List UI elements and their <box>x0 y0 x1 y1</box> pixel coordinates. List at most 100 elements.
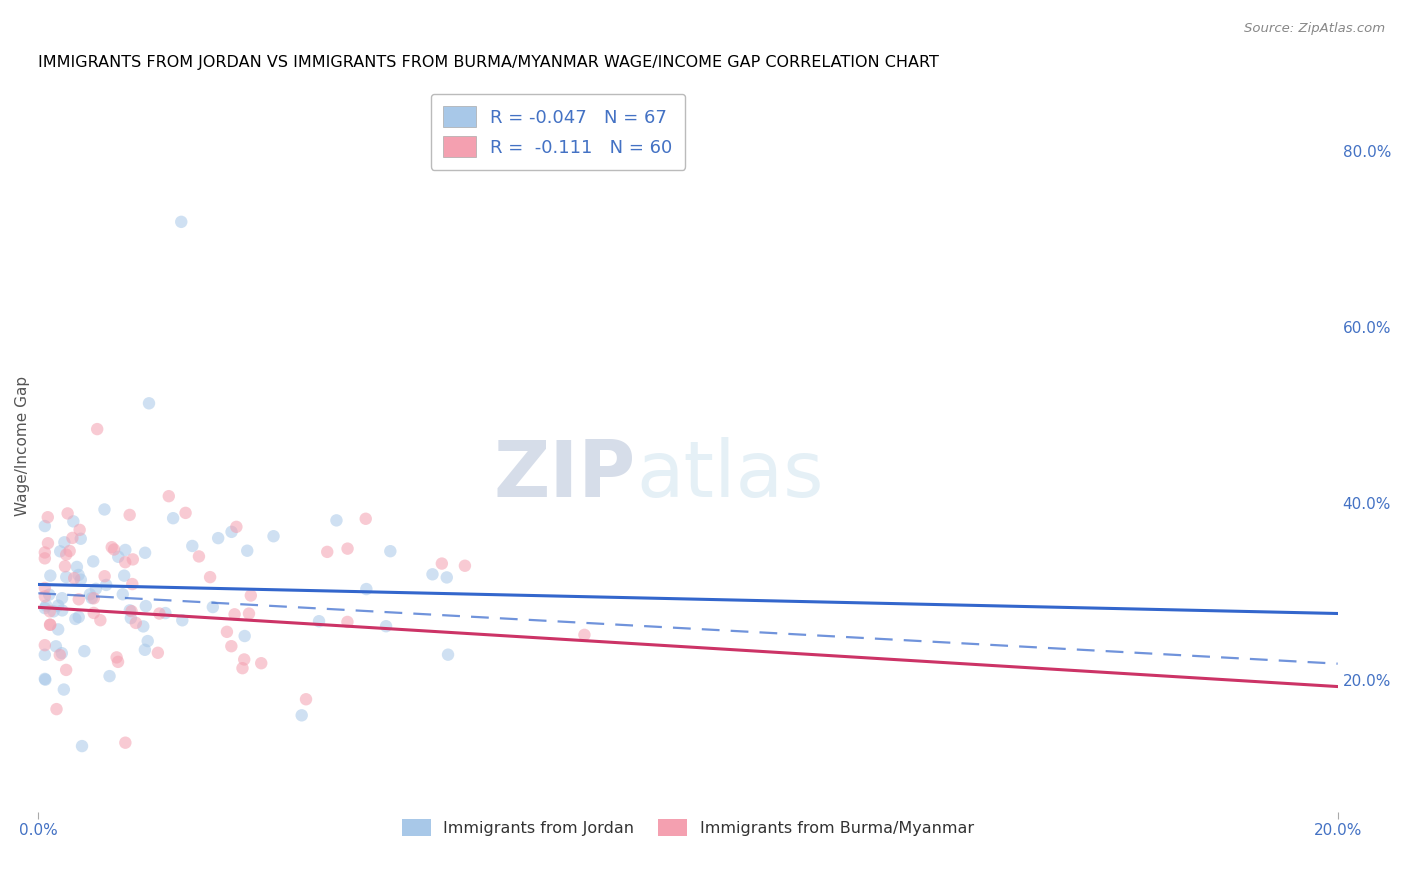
Point <box>34 590 56 604</box>
Point <box>187 549 209 564</box>
Point <box>574 628 596 642</box>
Point <box>120 611 142 625</box>
Point <box>46 623 69 637</box>
Point <box>60 531 83 545</box>
Point <box>51 591 73 606</box>
Point <box>207 531 229 545</box>
Point <box>34 545 56 559</box>
Point <box>233 652 256 666</box>
Point <box>83 591 105 606</box>
Point <box>224 607 246 622</box>
Point <box>46 599 69 613</box>
Point <box>112 568 135 582</box>
Point <box>34 551 56 566</box>
Point <box>437 648 460 662</box>
Point <box>422 567 444 582</box>
Point <box>291 708 314 723</box>
Text: Source: ZipAtlas.com: Source: ZipAtlas.com <box>1244 22 1385 36</box>
Point <box>236 543 259 558</box>
Point <box>121 552 143 566</box>
Point <box>82 554 104 568</box>
Point <box>53 559 76 574</box>
Point <box>221 524 243 539</box>
Point <box>136 634 159 648</box>
Point <box>70 739 93 753</box>
Point <box>38 588 60 602</box>
Text: atlas: atlas <box>636 437 824 514</box>
Point <box>308 614 330 628</box>
Point <box>132 619 155 633</box>
Point <box>135 599 157 613</box>
Point <box>263 529 285 543</box>
Point <box>454 558 477 573</box>
Point <box>238 607 260 621</box>
Point <box>35 599 58 613</box>
Point <box>56 507 79 521</box>
Point <box>215 624 238 639</box>
Point <box>53 535 76 549</box>
Point <box>114 555 136 569</box>
Point <box>118 508 141 522</box>
Point <box>325 513 347 527</box>
Point <box>100 540 122 554</box>
Point <box>79 587 101 601</box>
Point <box>107 655 129 669</box>
Point <box>316 545 339 559</box>
Point <box>34 519 56 533</box>
Point <box>162 511 184 525</box>
Point <box>55 570 77 584</box>
Point <box>39 617 62 632</box>
Point <box>170 215 193 229</box>
Point <box>63 571 86 585</box>
Point <box>80 591 103 605</box>
Point <box>37 510 59 524</box>
Point <box>55 663 77 677</box>
Point <box>295 692 318 706</box>
Point <box>34 673 56 687</box>
Point <box>138 396 160 410</box>
Point <box>239 589 262 603</box>
Point <box>55 548 77 562</box>
Point <box>148 607 170 621</box>
Point <box>69 532 91 546</box>
Point <box>96 578 118 592</box>
Point <box>114 543 136 558</box>
Point <box>250 657 273 671</box>
Point <box>38 604 60 618</box>
Point <box>65 612 87 626</box>
Point <box>34 601 56 615</box>
Point <box>114 736 136 750</box>
Point <box>221 639 243 653</box>
Point <box>52 682 75 697</box>
Point <box>134 642 156 657</box>
Point <box>436 570 458 584</box>
Y-axis label: Wage/Income Gap: Wage/Income Gap <box>15 376 30 516</box>
Point <box>107 549 129 564</box>
Legend: Immigrants from Jordan, Immigrants from Burma/Myanmar: Immigrants from Jordan, Immigrants from … <box>394 811 981 844</box>
Point <box>45 640 67 654</box>
Point <box>93 569 115 583</box>
Point <box>336 541 359 556</box>
Point <box>93 502 115 516</box>
Point <box>34 672 56 686</box>
Point <box>103 542 125 557</box>
Point <box>49 544 72 558</box>
Point <box>174 506 197 520</box>
Point <box>67 568 90 582</box>
Point <box>34 648 56 662</box>
Point <box>134 546 156 560</box>
Point <box>146 646 169 660</box>
Point <box>121 604 143 618</box>
Point <box>83 606 105 620</box>
Point <box>42 604 65 618</box>
Point <box>155 606 177 620</box>
Point <box>51 603 73 617</box>
Text: IMMIGRANTS FROM JORDAN VS IMMIGRANTS FROM BURMA/MYANMAR WAGE/INCOME GAP CORRELAT: IMMIGRANTS FROM JORDAN VS IMMIGRANTS FRO… <box>38 55 939 70</box>
Point <box>105 650 128 665</box>
Point <box>380 544 402 558</box>
Point <box>67 592 90 607</box>
Point <box>233 629 256 643</box>
Point <box>354 512 377 526</box>
Point <box>181 539 204 553</box>
Point <box>157 489 180 503</box>
